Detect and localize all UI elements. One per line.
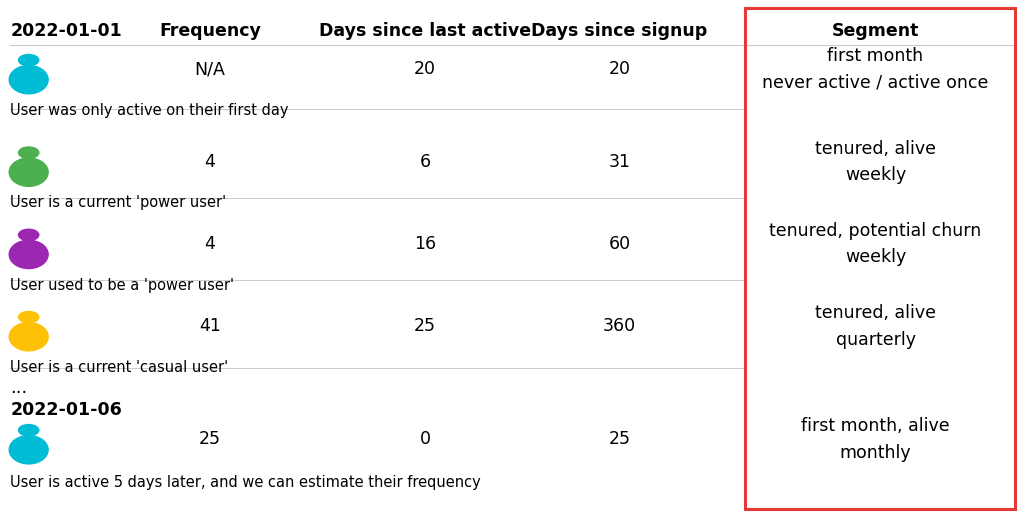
Text: User is a current 'casual user': User is a current 'casual user' [10, 360, 228, 375]
Text: tenured, alive
quarterly: tenured, alive quarterly [815, 304, 936, 348]
Ellipse shape [18, 311, 39, 323]
Text: tenured, alive
weekly: tenured, alive weekly [815, 140, 936, 184]
Text: N/A: N/A [195, 60, 225, 79]
Text: 16: 16 [414, 235, 436, 253]
Ellipse shape [9, 241, 48, 268]
Ellipse shape [9, 435, 48, 464]
Ellipse shape [18, 147, 39, 158]
Ellipse shape [9, 158, 48, 186]
Text: tenured, potential churn
weekly: tenured, potential churn weekly [769, 222, 982, 266]
Text: User was only active on their first day: User was only active on their first day [10, 103, 289, 118]
Text: 25: 25 [199, 430, 221, 449]
Text: first month, alive
monthly: first month, alive monthly [801, 417, 950, 462]
Text: 41: 41 [199, 317, 221, 336]
Text: User used to be a 'power user': User used to be a 'power user' [10, 278, 234, 292]
Text: 25: 25 [414, 317, 436, 336]
Text: first month
never active / active once: first month never active / active once [762, 47, 989, 91]
Text: 6: 6 [420, 153, 430, 171]
Ellipse shape [18, 54, 39, 66]
Ellipse shape [9, 66, 48, 94]
Text: 31: 31 [608, 153, 631, 171]
Ellipse shape [18, 425, 39, 436]
Text: 0: 0 [420, 430, 430, 449]
Text: User is active 5 days later, and we can estimate their frequency: User is active 5 days later, and we can … [10, 475, 481, 490]
Text: 20: 20 [608, 60, 631, 79]
Text: Days since last active: Days since last active [318, 22, 531, 40]
Ellipse shape [9, 323, 48, 351]
Text: Frequency: Frequency [159, 22, 261, 40]
Ellipse shape [18, 229, 39, 241]
Text: 60: 60 [608, 235, 631, 253]
Text: 2022-01-06: 2022-01-06 [10, 401, 122, 419]
Text: 2022-01-01: 2022-01-01 [10, 22, 122, 40]
Text: 25: 25 [608, 430, 631, 449]
Text: ...: ... [10, 379, 28, 397]
Text: 4: 4 [205, 235, 215, 253]
Text: Segment: Segment [831, 22, 920, 40]
Text: User is a current 'power user': User is a current 'power user' [10, 195, 226, 210]
Text: 360: 360 [603, 317, 636, 336]
Text: Days since signup: Days since signup [531, 22, 708, 40]
Text: 4: 4 [205, 153, 215, 171]
Text: 20: 20 [414, 60, 436, 79]
